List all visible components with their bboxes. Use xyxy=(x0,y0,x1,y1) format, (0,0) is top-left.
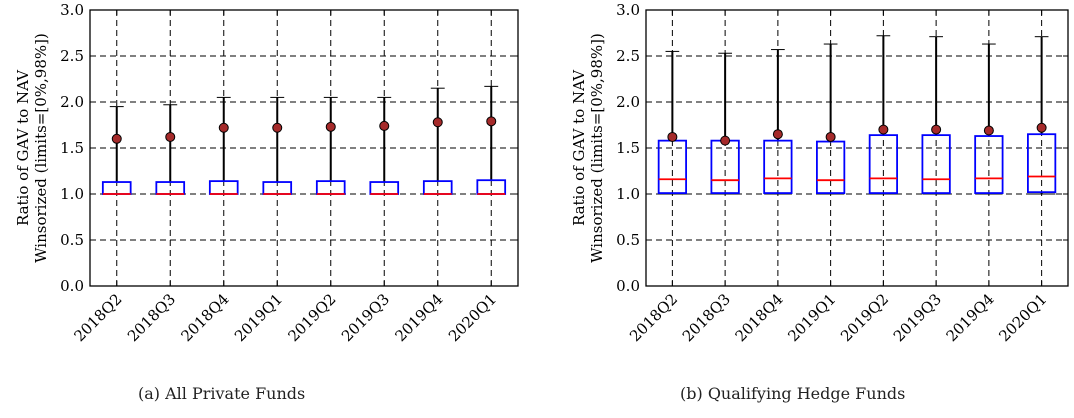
y-tick-label: 1.5 xyxy=(60,139,84,157)
y-tick-label: 3.0 xyxy=(616,1,640,19)
y-tick-label: 1.0 xyxy=(616,185,640,203)
y-tick-label: 0.0 xyxy=(616,277,640,295)
mean-marker xyxy=(325,121,336,132)
y-tick-label: 0.5 xyxy=(616,231,640,249)
mean-marker xyxy=(878,124,889,135)
y-tick-label: 1.5 xyxy=(616,139,640,157)
mean-marker xyxy=(486,116,497,127)
mean-marker xyxy=(165,131,176,142)
x-tick-label: 2019Q4 xyxy=(391,290,446,345)
mean-marker xyxy=(432,117,443,128)
box xyxy=(1027,133,1057,194)
panel-a-all-private-funds: 0.0 0.5 1.0 1.5 2.0 2.5 3.0 Ratio of GAV to NAV… xyxy=(14,1,519,345)
y-axis-label: Winsorized (limits=[0%,98%]) xyxy=(32,33,50,263)
mean-marker xyxy=(931,124,942,135)
x-tick-label: 2019Q2 xyxy=(837,290,892,345)
x-tick-label: 2018Q3 xyxy=(124,290,179,345)
plot-frame xyxy=(89,9,519,287)
mean-marker xyxy=(111,133,122,144)
mean-marker xyxy=(1036,122,1047,133)
x-tick-label: 2018Q2 xyxy=(626,290,681,345)
box xyxy=(763,139,793,194)
x-tick-label: 2018Q4 xyxy=(732,290,787,345)
y-axis-label: Ratio of GAV to NAV xyxy=(14,69,32,226)
mean-marker xyxy=(983,125,994,136)
y-axis-label: Ratio of GAV to NAV xyxy=(570,69,588,226)
x-tick-label: 2018Q2 xyxy=(70,290,125,345)
y-tick-label: 0.5 xyxy=(60,231,84,249)
x-tick-label: 2018Q4 xyxy=(177,290,232,345)
x-tick-label: 2019Q3 xyxy=(890,290,945,345)
mean-marker xyxy=(825,131,836,142)
caption-b: (b) Qualifying Hedge Funds xyxy=(680,384,906,403)
y-tick-label: 2.5 xyxy=(60,47,84,65)
y-axis-label: Winsorized (limits=[0%,98%]) xyxy=(588,33,606,263)
x-tick-label: 2020Q1 xyxy=(995,290,1050,345)
y-tick-label: 0.0 xyxy=(60,277,84,295)
caption-a: (a) All Private Funds xyxy=(138,384,306,403)
mean-marker xyxy=(720,135,731,146)
plot-frame xyxy=(645,9,1069,287)
mean-marker xyxy=(218,122,229,133)
x-tick-label: 2019Q1 xyxy=(231,290,286,345)
y-tick-label: 2.0 xyxy=(616,93,640,111)
x-tick-label: 2019Q2 xyxy=(284,290,339,345)
y-tick-label: 3.0 xyxy=(60,1,84,19)
mean-marker xyxy=(272,122,283,133)
x-tick-label: 2019Q1 xyxy=(784,290,839,345)
box xyxy=(868,134,898,194)
x-tick-label: 2020Q1 xyxy=(445,290,500,345)
y-tick-label: 2.5 xyxy=(616,47,640,65)
x-tick-label: 2019Q4 xyxy=(943,290,998,345)
box xyxy=(974,135,1004,194)
mean-marker xyxy=(772,129,783,140)
panel-b-qualifying-hedge-funds: 0.0 0.5 1.0 1.5 2.0 2.5 3.0 Ratio of GAV to NAV… xyxy=(570,1,1069,345)
mean-marker xyxy=(379,120,390,131)
y-tick-label: 2.0 xyxy=(60,93,84,111)
x-tick-label: 2019Q3 xyxy=(338,290,393,345)
x-tick-label: 2018Q3 xyxy=(679,290,734,345)
y-tick-label: 1.0 xyxy=(60,185,84,203)
mean-marker xyxy=(667,131,678,142)
box xyxy=(921,134,951,194)
